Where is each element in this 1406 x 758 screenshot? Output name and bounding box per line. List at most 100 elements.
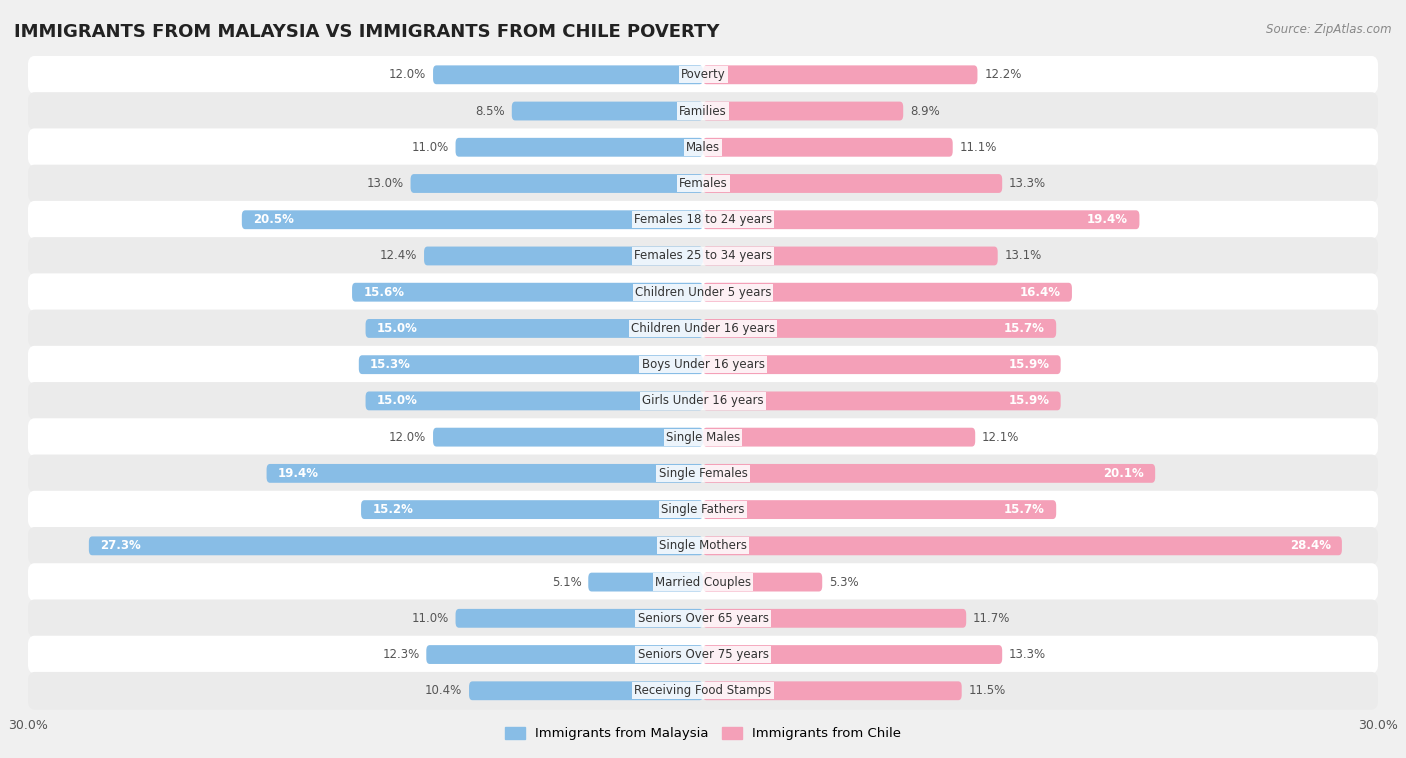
Text: Girls Under 16 years: Girls Under 16 years	[643, 394, 763, 407]
FancyBboxPatch shape	[28, 92, 1378, 130]
FancyBboxPatch shape	[703, 319, 1056, 338]
FancyBboxPatch shape	[703, 609, 966, 628]
FancyBboxPatch shape	[588, 572, 703, 591]
Text: 8.9%: 8.9%	[910, 105, 939, 117]
Text: 11.7%: 11.7%	[973, 612, 1011, 625]
FancyBboxPatch shape	[411, 174, 703, 193]
FancyBboxPatch shape	[703, 572, 823, 591]
Text: Families: Families	[679, 105, 727, 117]
Text: Single Females: Single Females	[658, 467, 748, 480]
FancyBboxPatch shape	[703, 246, 998, 265]
Text: Married Couples: Married Couples	[655, 575, 751, 588]
Text: 28.4%: 28.4%	[1289, 540, 1330, 553]
Text: 15.9%: 15.9%	[1008, 394, 1049, 407]
FancyBboxPatch shape	[28, 309, 1378, 347]
Text: 16.4%: 16.4%	[1019, 286, 1060, 299]
FancyBboxPatch shape	[28, 164, 1378, 202]
FancyBboxPatch shape	[433, 65, 703, 84]
FancyBboxPatch shape	[28, 382, 1378, 420]
FancyBboxPatch shape	[703, 681, 962, 700]
FancyBboxPatch shape	[28, 274, 1378, 311]
FancyBboxPatch shape	[28, 490, 1378, 528]
Text: 15.2%: 15.2%	[373, 503, 413, 516]
FancyBboxPatch shape	[703, 174, 1002, 193]
Text: 15.0%: 15.0%	[377, 394, 418, 407]
Text: 20.5%: 20.5%	[253, 213, 294, 226]
Text: Poverty: Poverty	[681, 68, 725, 81]
FancyBboxPatch shape	[433, 428, 703, 446]
FancyBboxPatch shape	[703, 210, 1139, 229]
FancyBboxPatch shape	[28, 237, 1378, 275]
Text: Females: Females	[679, 177, 727, 190]
Text: 11.0%: 11.0%	[412, 141, 449, 154]
Text: Source: ZipAtlas.com: Source: ZipAtlas.com	[1267, 23, 1392, 36]
FancyBboxPatch shape	[361, 500, 703, 519]
FancyBboxPatch shape	[242, 210, 703, 229]
Text: 13.0%: 13.0%	[367, 177, 404, 190]
Text: Single Mothers: Single Mothers	[659, 540, 747, 553]
FancyBboxPatch shape	[28, 201, 1378, 239]
FancyBboxPatch shape	[267, 464, 703, 483]
Text: Single Fathers: Single Fathers	[661, 503, 745, 516]
FancyBboxPatch shape	[89, 537, 703, 556]
Text: 11.5%: 11.5%	[969, 684, 1005, 697]
FancyBboxPatch shape	[28, 346, 1378, 384]
Text: 5.3%: 5.3%	[830, 575, 859, 588]
FancyBboxPatch shape	[703, 102, 903, 121]
FancyBboxPatch shape	[28, 636, 1378, 673]
Text: Females 25 to 34 years: Females 25 to 34 years	[634, 249, 772, 262]
FancyBboxPatch shape	[703, 283, 1071, 302]
Text: Receiving Food Stamps: Receiving Food Stamps	[634, 684, 772, 697]
Text: 12.2%: 12.2%	[984, 68, 1022, 81]
Text: 13.3%: 13.3%	[1010, 648, 1046, 661]
Text: Children Under 5 years: Children Under 5 years	[634, 286, 772, 299]
Text: 15.3%: 15.3%	[370, 359, 411, 371]
Text: 15.0%: 15.0%	[377, 322, 418, 335]
Text: 20.1%: 20.1%	[1104, 467, 1144, 480]
Text: 15.7%: 15.7%	[1004, 503, 1045, 516]
Text: 12.0%: 12.0%	[389, 68, 426, 81]
FancyBboxPatch shape	[28, 56, 1378, 94]
Text: 27.3%: 27.3%	[100, 540, 141, 553]
Text: Single Males: Single Males	[666, 431, 740, 443]
FancyBboxPatch shape	[703, 391, 1060, 410]
Text: 12.3%: 12.3%	[382, 648, 419, 661]
Legend: Immigrants from Malaysia, Immigrants from Chile: Immigrants from Malaysia, Immigrants fro…	[499, 722, 907, 745]
Text: 10.4%: 10.4%	[425, 684, 463, 697]
Text: Seniors Over 75 years: Seniors Over 75 years	[637, 648, 769, 661]
FancyBboxPatch shape	[426, 645, 703, 664]
FancyBboxPatch shape	[703, 500, 1056, 519]
FancyBboxPatch shape	[28, 600, 1378, 637]
Text: 13.1%: 13.1%	[1004, 249, 1042, 262]
Text: Females 18 to 24 years: Females 18 to 24 years	[634, 213, 772, 226]
FancyBboxPatch shape	[703, 645, 1002, 664]
FancyBboxPatch shape	[28, 563, 1378, 601]
FancyBboxPatch shape	[703, 356, 1060, 374]
Text: Males: Males	[686, 141, 720, 154]
Text: 15.6%: 15.6%	[363, 286, 405, 299]
Text: Boys Under 16 years: Boys Under 16 years	[641, 359, 765, 371]
Text: 12.1%: 12.1%	[981, 431, 1019, 443]
FancyBboxPatch shape	[512, 102, 703, 121]
Text: 11.1%: 11.1%	[959, 141, 997, 154]
Text: 13.3%: 13.3%	[1010, 177, 1046, 190]
FancyBboxPatch shape	[28, 672, 1378, 709]
Text: 19.4%: 19.4%	[1087, 213, 1128, 226]
FancyBboxPatch shape	[425, 246, 703, 265]
FancyBboxPatch shape	[359, 356, 703, 374]
Text: Children Under 16 years: Children Under 16 years	[631, 322, 775, 335]
Text: IMMIGRANTS FROM MALAYSIA VS IMMIGRANTS FROM CHILE POVERTY: IMMIGRANTS FROM MALAYSIA VS IMMIGRANTS F…	[14, 23, 720, 41]
FancyBboxPatch shape	[28, 128, 1378, 166]
Text: 12.4%: 12.4%	[380, 249, 418, 262]
FancyBboxPatch shape	[703, 428, 976, 446]
Text: 12.0%: 12.0%	[389, 431, 426, 443]
FancyBboxPatch shape	[28, 527, 1378, 565]
FancyBboxPatch shape	[456, 138, 703, 157]
FancyBboxPatch shape	[703, 65, 977, 84]
FancyBboxPatch shape	[366, 391, 703, 410]
Text: 19.4%: 19.4%	[278, 467, 319, 480]
FancyBboxPatch shape	[456, 609, 703, 628]
FancyBboxPatch shape	[470, 681, 703, 700]
Text: 15.7%: 15.7%	[1004, 322, 1045, 335]
FancyBboxPatch shape	[366, 319, 703, 338]
